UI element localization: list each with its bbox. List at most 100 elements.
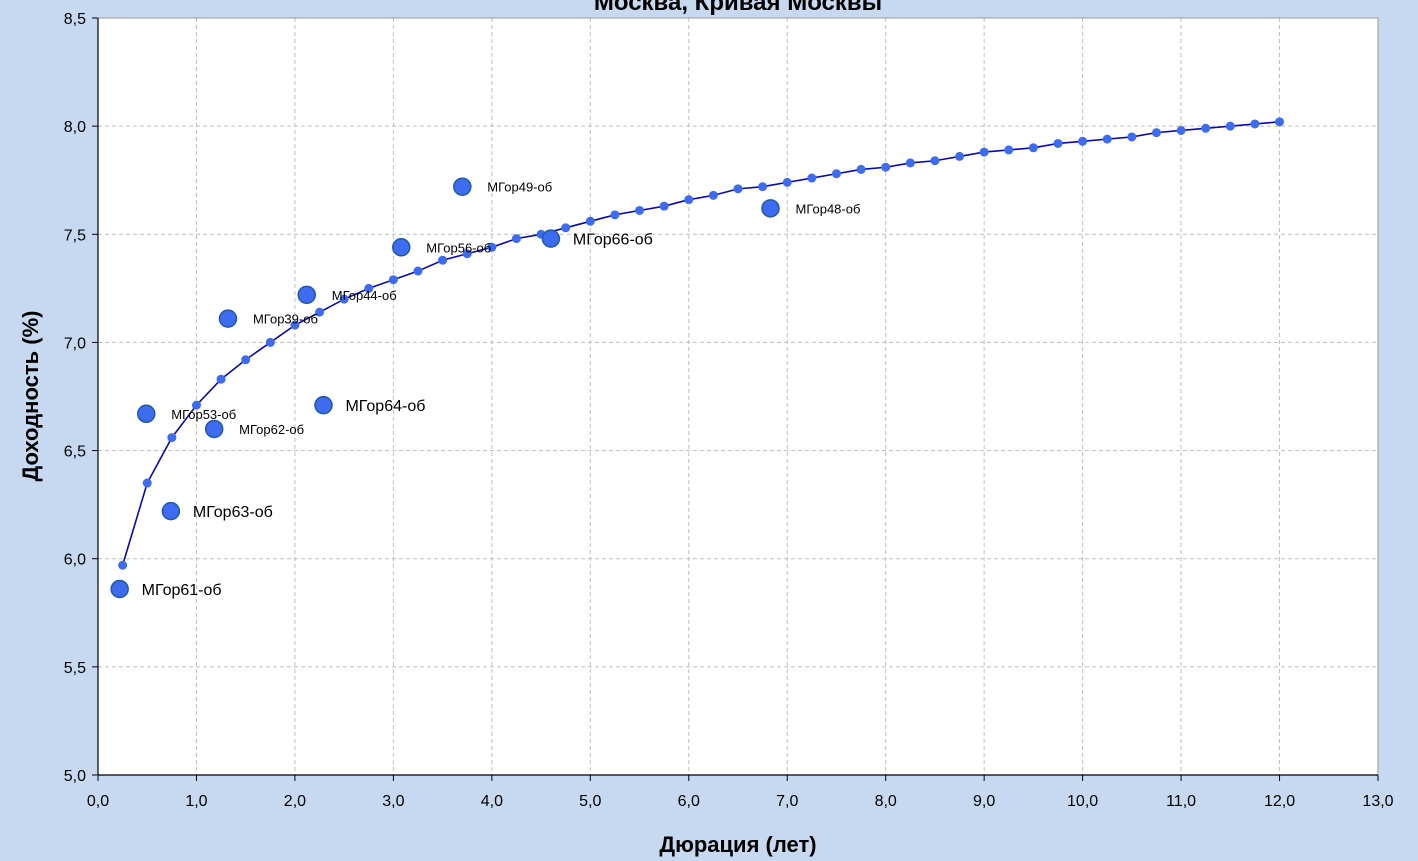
curve-point [1102,134,1112,144]
curve-point [290,320,300,330]
curve-point [487,242,497,252]
curve-point [364,283,374,293]
y-tick-label: 8,0 [64,119,86,136]
curve-point [167,433,177,443]
bond-label: МГор44-об [332,288,397,303]
curve-point [388,275,398,285]
curve-point [610,210,620,220]
bond-label: МГор66-об [573,232,653,249]
bond-point [218,309,238,328]
curve-point [733,184,743,194]
curve-point [1250,119,1260,129]
bond-label: МГор61-об [142,582,222,599]
curve-point [807,173,817,183]
curve-point [831,169,841,179]
curve-point [684,195,694,205]
curve-point [265,337,275,347]
bond-label: МГор49-об [487,180,552,195]
y-tick-label: 6,0 [64,552,86,569]
x-tick-label: 7,0 [776,793,798,810]
curve-point [191,400,201,410]
bond-label: МГор56-об [426,240,491,255]
curve-point [930,156,940,166]
curve-point [1053,138,1063,148]
curve-point [511,234,521,244]
x-tick-label: 10,0 [1067,793,1098,810]
x-tick-label: 1,0 [185,793,207,810]
x-tick-label: 9,0 [973,793,995,810]
bond-label: МГор48-об [795,201,860,216]
curve-point [635,205,645,215]
bond-label: МГор63-об [193,504,273,521]
x-tick-label: 11,0 [1166,793,1196,810]
x-axis-title: Дюрация (лет) [659,832,816,857]
plot-area [98,18,1378,775]
curve-point [905,158,915,168]
curve-point [1275,117,1285,127]
y-tick-label: 6,5 [64,444,86,461]
curve-point [585,216,595,226]
x-tick-label: 8,0 [875,793,897,810]
curve-point [1151,128,1161,138]
bond-point [541,229,561,248]
curve-point [955,151,965,161]
bond-points: МГор61-об МГор53-об МГор63-об МГор62-об МГор… [110,177,860,599]
curve-point [1004,145,1014,155]
curve-point [438,255,448,265]
x-tick-label: 3,0 [382,793,404,810]
curve-point [1201,123,1211,133]
y-tick-label: 5,0 [64,768,86,785]
bond-point [761,199,780,218]
x-tick-label: 2,0 [284,793,306,810]
bond-point [136,404,156,424]
bond-label: МГор53-об [171,407,236,422]
curve-point [856,164,866,174]
x-tick-label: 13,0 [1362,793,1393,810]
curve-point [462,249,472,259]
x-tick-label: 5,0 [579,793,601,810]
x-tick-label: 12,0 [1264,793,1295,810]
chart-title: Москва, Кривая Москвы [594,0,882,16]
curve-point [413,266,423,276]
curve-point [1127,132,1137,142]
yield-curve [118,117,1285,570]
curve-point [241,355,251,365]
curve-point [142,478,152,488]
bond-point [314,395,333,415]
curve-point [1176,125,1186,135]
x-tick-label: 0,0 [87,793,109,810]
axes: 0,0 1,0 2,0 3,0 4,0 5,0 6,0 7,0 8,0 9,0 10,0 11,0 12… [64,11,1394,810]
curve-point [758,182,768,192]
bond-point [161,501,181,521]
bond-label: МГор64-об [345,398,425,415]
y-tick-label: 8,5 [64,11,86,28]
curve-point [979,147,989,157]
curve-point [659,201,669,211]
bond-point [204,419,224,439]
curve-point [1028,143,1038,153]
curve-point [1078,136,1088,146]
curve-point [561,223,571,233]
bond-label: МГор39-об [253,312,318,327]
curve-point [315,307,325,317]
curve-point [1225,121,1235,131]
y-tick-label: 7,0 [64,335,86,352]
bond-point [297,285,316,305]
curve-point [881,162,891,172]
curve-point [339,294,349,304]
curve-point [216,374,226,384]
y-axis-title: Доходность (%) [18,311,43,482]
bond-point [110,579,129,599]
bond-point [453,177,472,196]
curve-point [782,177,792,187]
curve-point [118,560,128,570]
bond-label: МГор62-об [239,422,304,437]
y-tick-label: 5,5 [64,660,86,677]
y-tick-label: 7,5 [64,227,86,244]
x-tick-label: 6,0 [678,793,700,810]
x-tick-label: 4,0 [481,793,503,810]
bond-point [392,238,411,257]
grid-lines [98,18,1378,775]
